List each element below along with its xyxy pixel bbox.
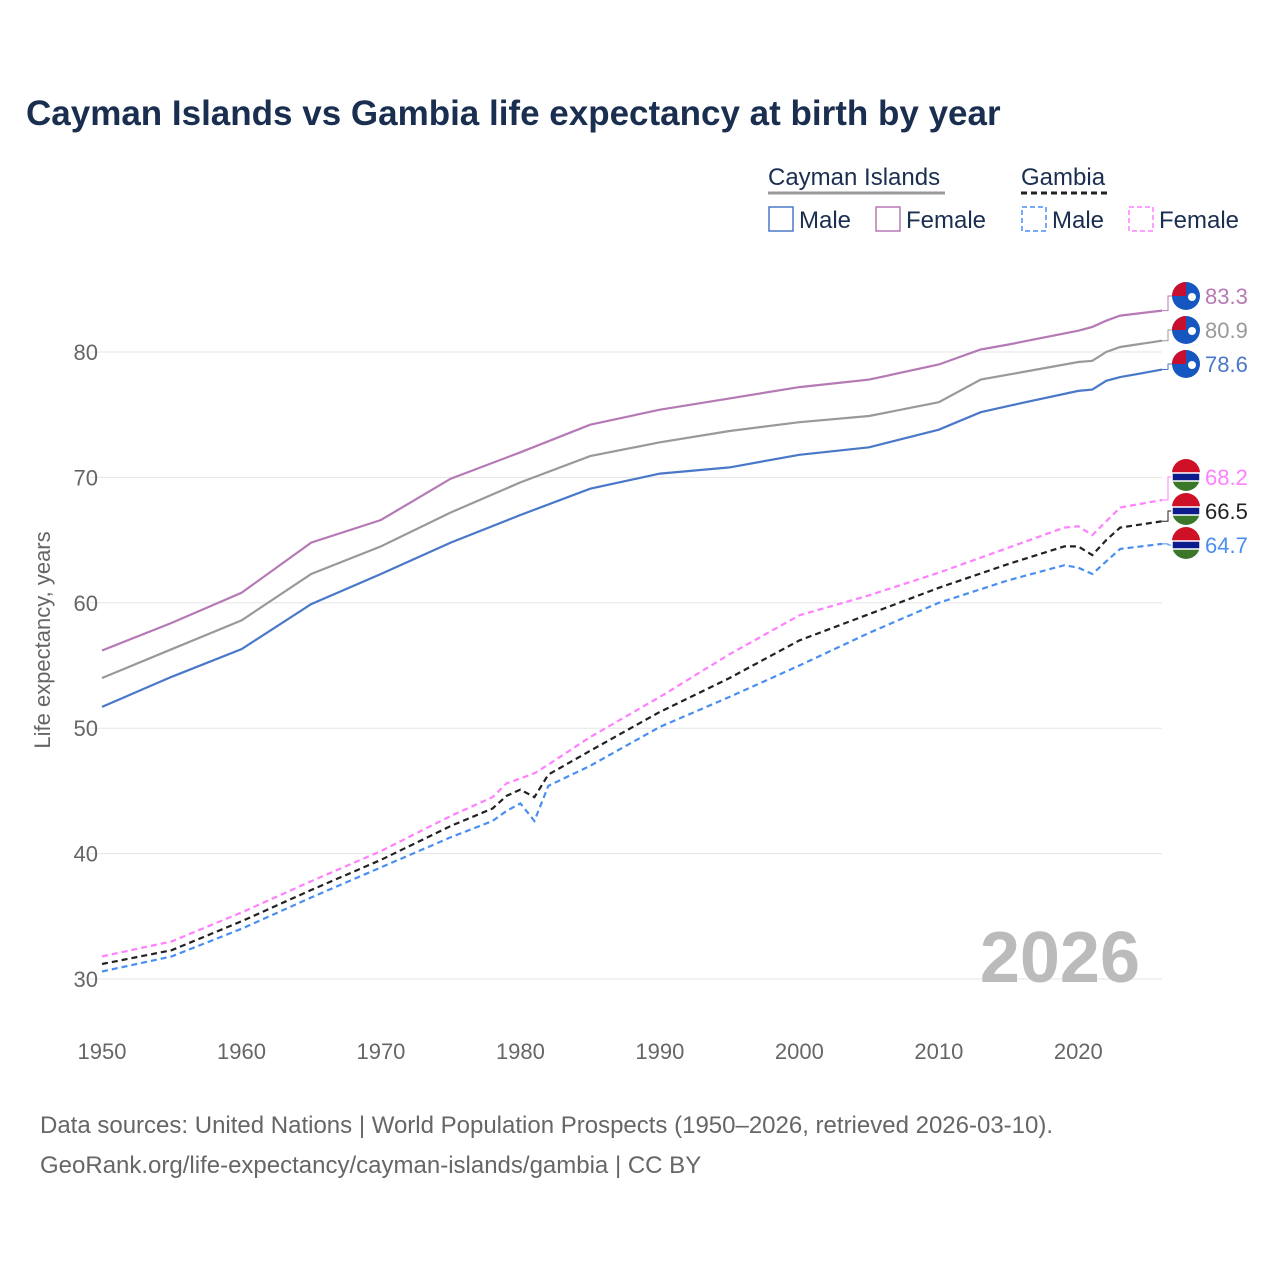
legend-group-gambia: Gambia — [1021, 164, 1106, 191]
flag-blue-band — [1171, 506, 1201, 516]
flag-blue-band — [1171, 472, 1201, 482]
legend-swatch — [768, 206, 794, 232]
x-tick-label: 1960 — [217, 1039, 266, 1064]
series-line-gambia-male — [101, 542, 1163, 973]
x-tick-label: 1970 — [356, 1039, 405, 1064]
flag-union-jack — [1172, 350, 1186, 364]
end-value-label: 78.6 — [1205, 352, 1248, 377]
x-tick-label: 1980 — [496, 1039, 545, 1064]
series-line-cayman-islands-male — [101, 368, 1163, 708]
legend-label: Male — [799, 207, 851, 234]
label-connector — [1162, 543, 1174, 546]
label-connector — [1162, 295, 1174, 312]
flag-crest — [1188, 293, 1196, 301]
x-tick-label: 2000 — [775, 1039, 824, 1064]
source-note: Data sources: United Nations | World Pop… — [40, 1106, 1053, 1186]
flag-blue-band — [1171, 540, 1201, 550]
x-tick-label: 2020 — [1054, 1039, 1103, 1064]
x-tick-label: 1990 — [635, 1039, 684, 1064]
y-tick-label: 40 — [74, 842, 98, 867]
series-line-gambia — [101, 520, 1163, 966]
x-tick-label: 2010 — [914, 1039, 963, 1064]
y-axis-label: Life expectancy, years — [30, 531, 55, 748]
legend-label: Male — [1052, 207, 1104, 234]
flag-red-band — [1172, 459, 1200, 473]
label-connector — [1162, 363, 1174, 371]
flag-red-band — [1172, 527, 1200, 541]
flag-union-jack — [1172, 316, 1186, 330]
end-value-label: 83.3 — [1205, 284, 1248, 309]
series-line-cayman-islands-female — [101, 309, 1163, 652]
legend-swatch — [1021, 206, 1047, 232]
end-value-label: 68.2 — [1205, 465, 1248, 490]
source-link[interactable]: GeoRank.org/life-expectancy/cayman-islan… — [40, 1152, 702, 1179]
legend-label: Female — [1159, 207, 1239, 234]
flag-union-jack — [1172, 282, 1186, 296]
label-connector — [1162, 510, 1174, 522]
chart-title: Cayman Islands vs Gambia life expectancy… — [26, 94, 1001, 133]
label-connector — [1162, 476, 1174, 501]
y-tick-label: 60 — [74, 591, 98, 616]
legend-group-cayman: Cayman Islands — [768, 164, 940, 191]
label-connector — [1162, 329, 1174, 342]
y-tick-label: 30 — [74, 967, 98, 992]
series-line-cayman-islands — [101, 339, 1163, 680]
flag-crest — [1188, 327, 1196, 335]
legend-label: Female — [906, 207, 986, 234]
y-tick-label: 50 — [74, 716, 98, 741]
flag-crest — [1188, 361, 1196, 369]
legend-swatch — [875, 206, 901, 232]
end-value-label: 80.9 — [1205, 318, 1248, 343]
y-tick-label: 80 — [74, 340, 98, 365]
flag-red-band — [1172, 493, 1200, 507]
end-value-label: 66.5 — [1205, 499, 1248, 524]
end-value-label: 64.7 — [1205, 533, 1248, 558]
x-tick-label: 1950 — [78, 1039, 127, 1064]
year-watermark: 2026 — [980, 918, 1140, 998]
y-tick-label: 70 — [74, 465, 98, 490]
legend-swatch — [1128, 206, 1154, 232]
source-line: Data sources: United Nations | World Pop… — [40, 1112, 1054, 1139]
